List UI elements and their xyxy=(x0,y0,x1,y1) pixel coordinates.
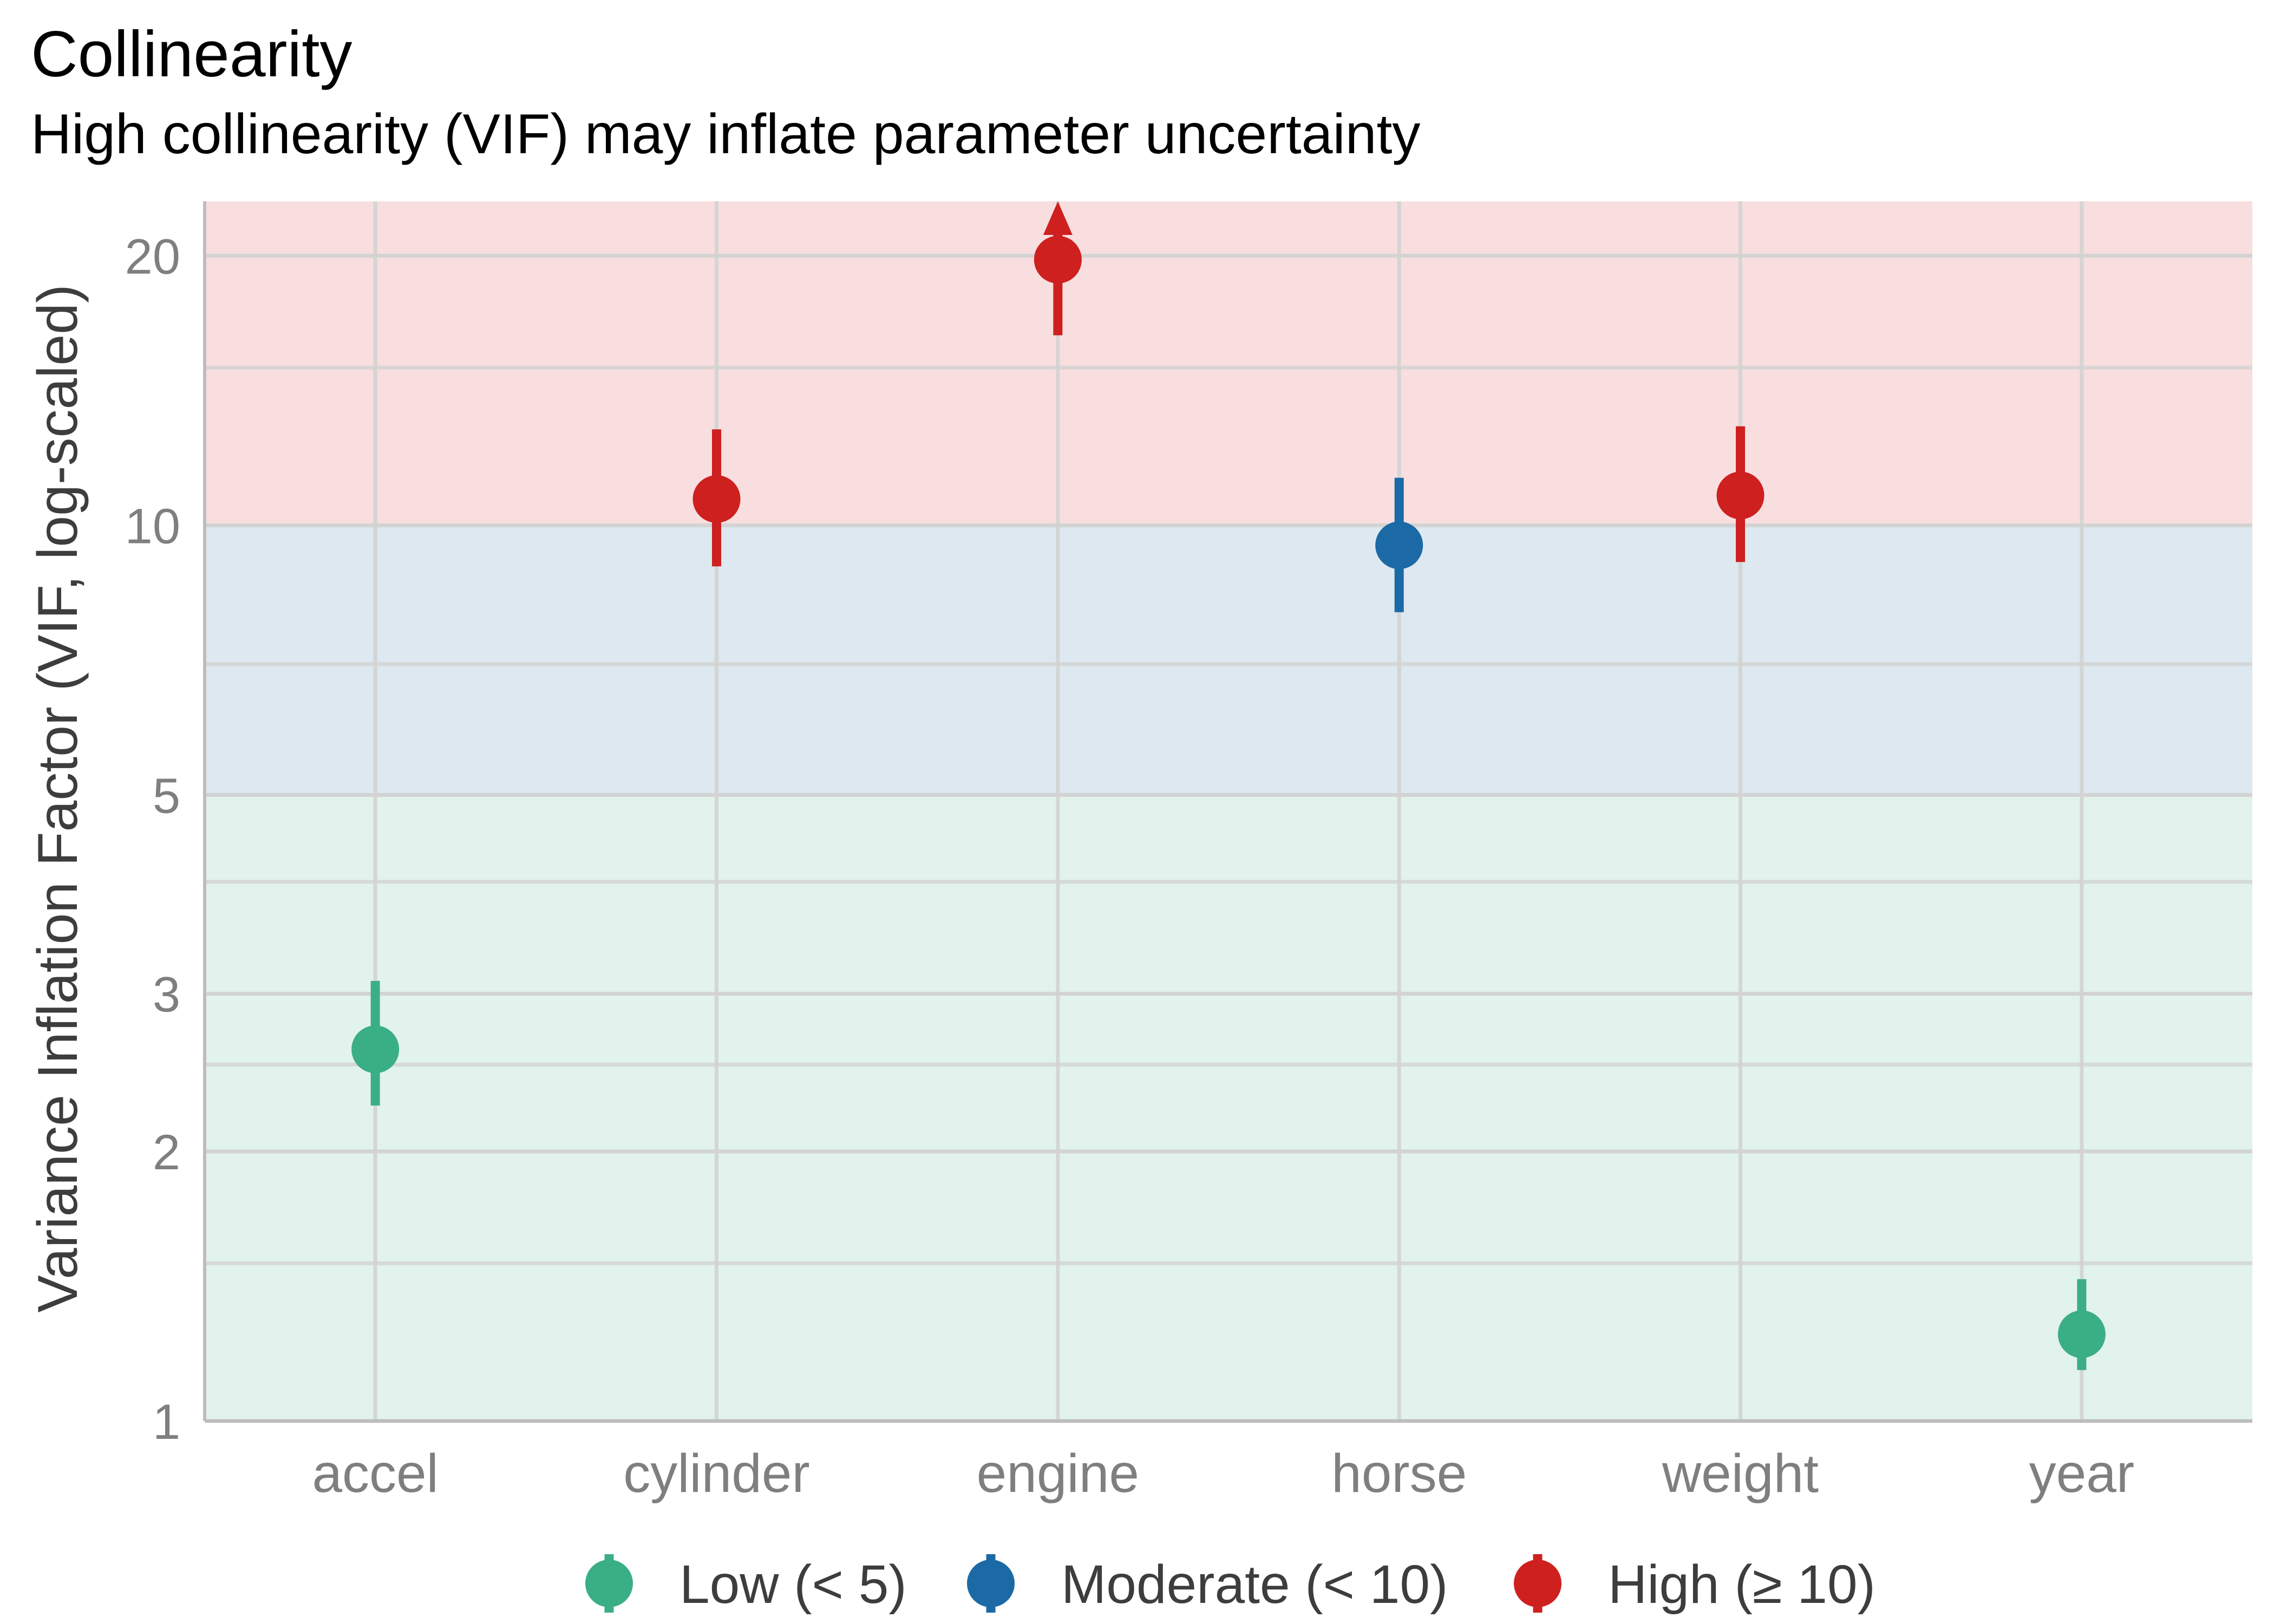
x-tick-label-weight: weight xyxy=(1662,1443,1819,1504)
vif-point-cylinder xyxy=(692,429,741,567)
band-low xyxy=(205,795,2252,1421)
x-tick-label-horse: horse xyxy=(1331,1443,1467,1504)
threshold-bands xyxy=(205,201,2252,1421)
chart-subtitle: High collinearity (VIF) may inflate para… xyxy=(31,103,1421,166)
y-tick-label: 10 xyxy=(125,499,180,554)
legend-key-marker xyxy=(967,1560,1015,1607)
band-high xyxy=(205,201,2252,526)
legend-item-high: High (≥ 10) xyxy=(1514,1554,1876,1615)
truncation-arrow xyxy=(1043,201,1073,235)
y-axis-title: Variance Inflation Factor (VIF, log-scal… xyxy=(27,284,89,1313)
chart-title: Collinearity xyxy=(31,18,352,90)
vif-point-weight xyxy=(1716,426,1765,562)
legend-item-moderate: Moderate (< 10) xyxy=(967,1554,1448,1615)
x-tick-label-cylinder: cylinder xyxy=(623,1443,810,1504)
y-tick-label: 20 xyxy=(125,229,180,284)
y-tick-label: 5 xyxy=(153,769,180,824)
legend: Low (< 5) Moderate (< 10) High (≥ 10) xyxy=(585,1554,1876,1615)
y-tick-label: 2 xyxy=(153,1125,180,1180)
vif-point-engine xyxy=(1034,201,1082,336)
point-marker xyxy=(1034,235,1082,284)
point-marker xyxy=(351,1025,400,1073)
vif-point-year xyxy=(2057,1279,2106,1370)
x-tick-label-engine: engine xyxy=(977,1443,1139,1504)
y-tick-label: 1 xyxy=(153,1394,180,1450)
point-marker xyxy=(1375,521,1423,569)
point-marker xyxy=(692,475,741,523)
legend-label: Moderate (< 10) xyxy=(1061,1554,1448,1615)
legend-item-low: Low (< 5) xyxy=(585,1554,907,1615)
band-moderate xyxy=(205,525,2252,795)
point-marker xyxy=(1716,472,1765,520)
y-tick-label: 3 xyxy=(153,967,180,1023)
vif-point-accel xyxy=(351,981,400,1106)
legend-label: High (≥ 10) xyxy=(1608,1554,1876,1615)
point-marker xyxy=(2057,1310,2106,1358)
legend-label: Low (< 5) xyxy=(679,1554,907,1615)
data-marks xyxy=(351,201,2106,1370)
x-tick-label-year: year xyxy=(2029,1443,2135,1504)
legend-key-marker xyxy=(585,1560,633,1607)
legend-key-marker xyxy=(1514,1560,1561,1607)
vif-point-horse xyxy=(1375,477,1423,612)
x-tick-label-accel: accel xyxy=(312,1443,438,1504)
axes: 1 2 3 5 10 20 accel cylinder engine horse weight ye… xyxy=(125,201,2252,1504)
